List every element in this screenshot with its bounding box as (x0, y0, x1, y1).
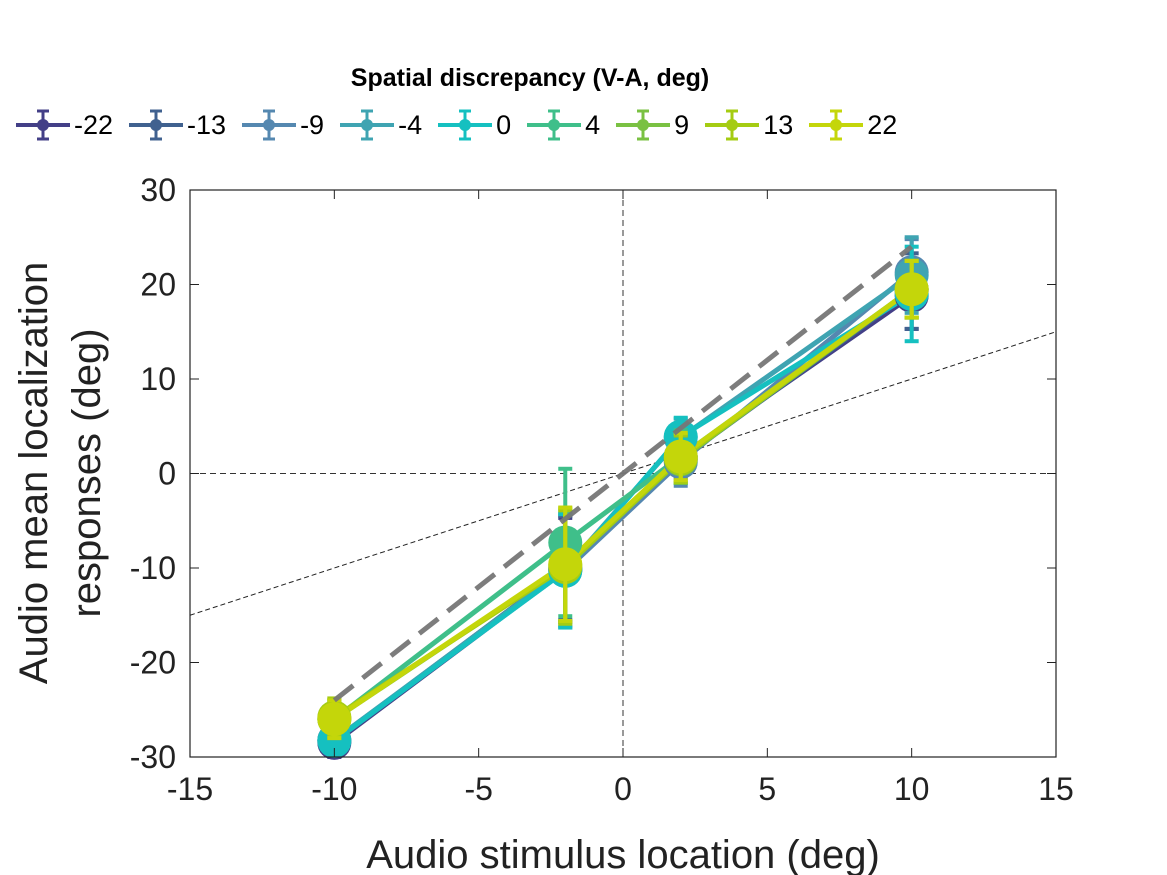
legend-swatch (705, 109, 760, 141)
legend-swatch (438, 109, 493, 141)
legend-entry--4: -4 (338, 105, 422, 145)
legend-label: 22 (867, 109, 898, 140)
legend-title: Spatial discrepancy (V-A, deg) (350, 64, 710, 92)
legend-label: -9 (300, 109, 325, 140)
legend-entry--22: -22 (14, 105, 113, 145)
ref-line-identity (332, 244, 914, 703)
legend-entry--13: -13 (127, 105, 226, 145)
y-axis-label-line-2: responses (deg) (65, 328, 109, 617)
legend-entry-9: 9 (614, 105, 689, 145)
legend-label: 0 (496, 109, 512, 140)
legend-label: 13 (763, 109, 794, 140)
x-tick-label: 0 (614, 771, 632, 807)
legend-label: -13 (187, 109, 227, 140)
x-axis-label: Audio stimulus location (deg) (366, 833, 880, 875)
legend-label: -22 (74, 109, 114, 140)
x-tick-label: 15 (1038, 771, 1074, 807)
data-point-22-0 (317, 702, 352, 737)
x-tick-label: -15 (167, 771, 213, 807)
legend-swatch (129, 109, 184, 141)
legend-swatch (242, 109, 297, 141)
series-line-0 (332, 291, 913, 743)
x-tick-label: -5 (464, 771, 492, 807)
legend-swatch (340, 109, 395, 141)
y-tick-label: 20 (140, 267, 176, 303)
legend-swatch (16, 109, 70, 141)
legend-entry-4: 4 (525, 105, 600, 145)
data-point-22-3 (894, 272, 929, 307)
y-tick-label: -20 (130, 645, 176, 681)
data-point-22-1 (548, 547, 583, 582)
y-tick-label: 10 (140, 361, 176, 397)
legend-label: 9 (674, 109, 690, 140)
legend-entry-22: 22 (807, 105, 897, 145)
y-tick-label: 0 (158, 456, 176, 492)
legend-swatch (616, 109, 671, 141)
legend: -22 -13 -9 -4 0 4 9 13 22 (14, 103, 911, 147)
legend-swatch (809, 109, 864, 141)
data-point-22-2 (663, 439, 698, 474)
legend-entry-0: 0 (436, 105, 511, 145)
y-tick-label: -10 (130, 550, 176, 586)
y-axis-label-line-1: Audio mean localization (12, 262, 56, 684)
legend-swatch (527, 109, 582, 141)
series-line-22 (332, 287, 914, 722)
y-tick-label: -30 (130, 739, 176, 775)
x-tick-label: -10 (311, 771, 357, 807)
x-tick-label: 10 (894, 771, 930, 807)
y-tick-label: 30 (140, 172, 176, 208)
legend-entry-13: 13 (703, 105, 793, 145)
legend-label: 4 (585, 109, 601, 140)
legend-label: -4 (398, 109, 423, 140)
x-tick-label: 5 (758, 771, 776, 807)
legend-entry--9: -9 (240, 105, 324, 145)
